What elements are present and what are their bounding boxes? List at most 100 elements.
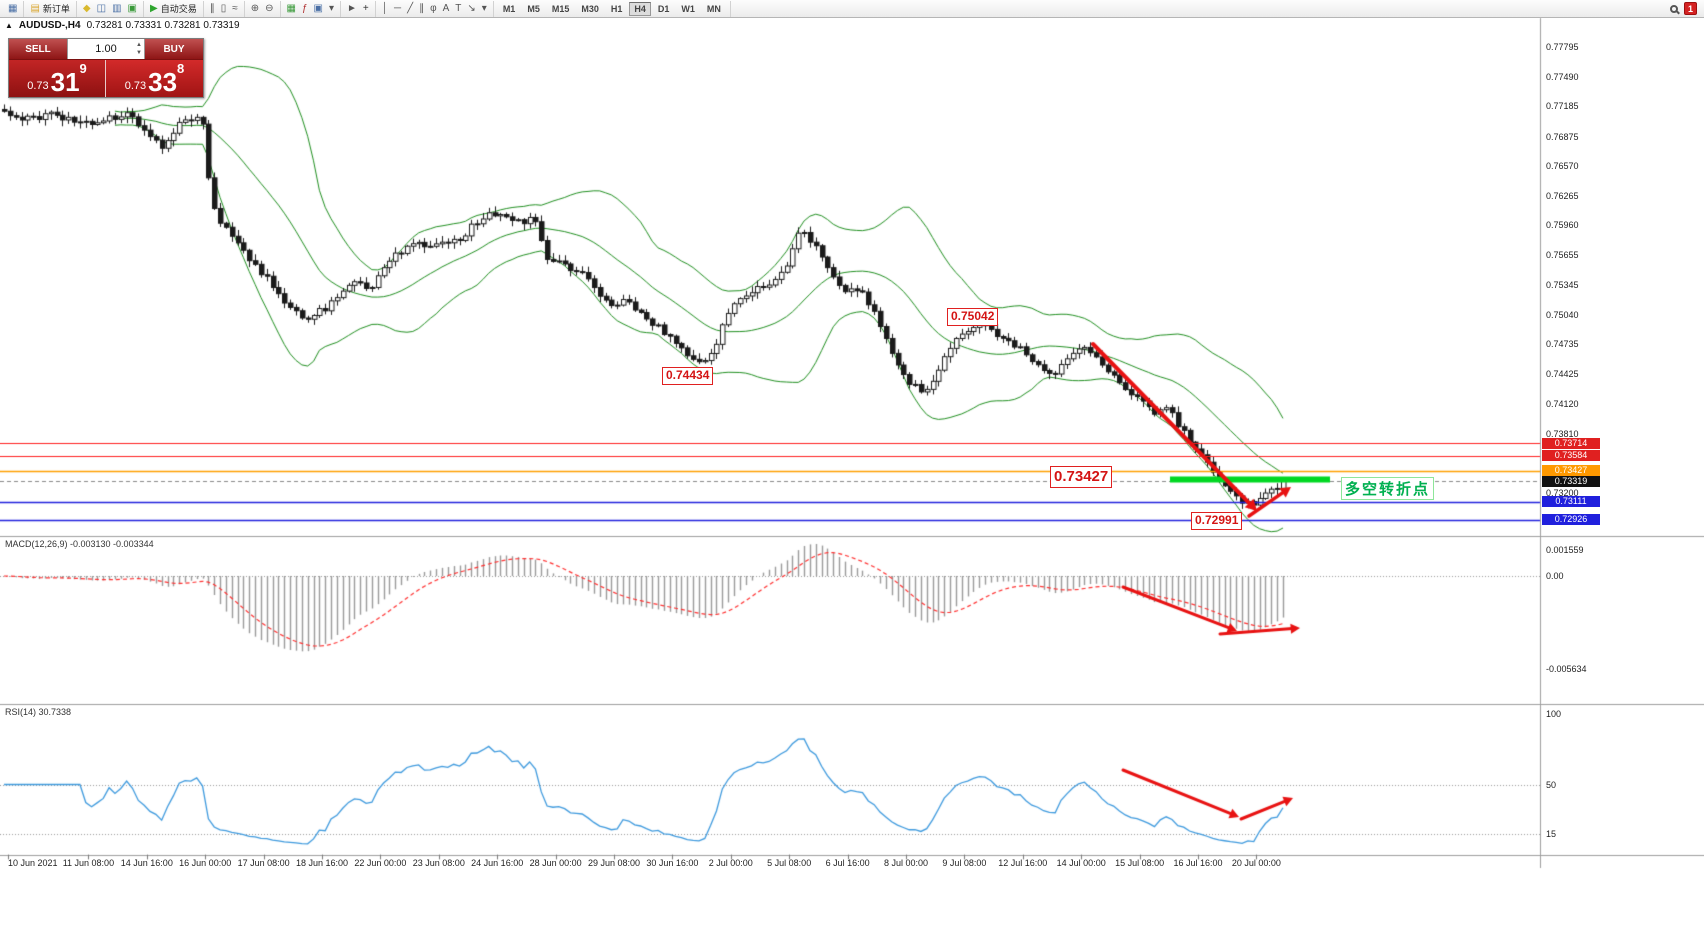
group-manage: ▦ ƒ ▣ ▾ bbox=[281, 0, 341, 17]
channel-button[interactable]: ∥ bbox=[416, 1, 427, 17]
horizontal-line-icon: ─ bbox=[394, 2, 402, 14]
cursor-icon: ► bbox=[347, 2, 357, 14]
timeframe-w1-button[interactable]: W1 bbox=[681, 3, 695, 14]
profiles-button[interactable]: ◫ bbox=[94, 1, 109, 17]
zoom-in-button[interactable]: ⊕ bbox=[248, 1, 262, 17]
timeframe-m30-button[interactable]: M30 bbox=[581, 3, 599, 14]
volume-stepper: ▲ ▼ bbox=[136, 41, 142, 57]
group-system: ▦ bbox=[2, 0, 25, 17]
new-order-button[interactable]: ▤ 新订单 bbox=[27, 1, 72, 17]
timeframe-m15-button[interactable]: M15 bbox=[551, 3, 570, 14]
sell-price-display[interactable]: 0.73 31 9 bbox=[9, 60, 106, 97]
profiles-icon: ◫ bbox=[96, 2, 107, 14]
metaeditor-icon: ◆ bbox=[82, 2, 91, 14]
trendline-button[interactable]: ╱ bbox=[404, 1, 416, 17]
indicators-icon: ƒ bbox=[301, 2, 308, 14]
autotrading-icon: ▶ bbox=[149, 2, 158, 14]
objects-dropdown[interactable]: ▾ bbox=[479, 1, 490, 17]
timeframe-m1-button[interactable]: M1 bbox=[502, 3, 516, 14]
main-toolbar: ▦ ▤ 新订单 ◆ ◫ ▥ ▣ ▶ 自动交易 ∥ ▯ ≈ ⊕ ⊖ ▦ ƒ ▣ ▾ ► + │ ─ ╱ ∥ φ A T ↘ ▾ M1 M5 M1… bbox=[0, 0, 1704, 18]
metaeditor-button[interactable]: ◆ bbox=[80, 1, 94, 17]
rsi-indicator-label: RSI(14) 30.7338 bbox=[5, 707, 72, 717]
text-icon: A bbox=[442, 2, 450, 14]
fibonacci-icon: φ bbox=[430, 2, 437, 14]
trendline-icon: ╱ bbox=[407, 2, 414, 14]
tile-windows-icon: ▦ bbox=[286, 2, 296, 14]
text-button[interactable]: A bbox=[440, 1, 453, 17]
candlestick-chart-icon: ▯ bbox=[220, 2, 227, 14]
buy-price-sup: 8 bbox=[177, 61, 185, 76]
volume-down-button[interactable]: ▼ bbox=[136, 50, 142, 56]
sell-price-sup: 9 bbox=[79, 61, 87, 76]
group-objects: │ ─ ╱ ∥ φ A T ↘ ▾ bbox=[376, 0, 494, 17]
timeframe-d1-button[interactable]: D1 bbox=[657, 3, 670, 14]
group-cursor: ► + bbox=[341, 0, 376, 17]
text-label-icon: T bbox=[455, 2, 462, 14]
trade-panel-toggle-icon[interactable]: ▲ bbox=[5, 20, 13, 30]
search-icon[interactable] bbox=[1670, 4, 1678, 13]
horizontal-line-button[interactable]: ─ bbox=[391, 1, 404, 17]
indicators-button[interactable]: ƒ bbox=[299, 1, 311, 17]
new-order-button-label: 新订单 bbox=[42, 4, 70, 14]
notification-badge[interactable]: 1 bbox=[1684, 2, 1697, 15]
group-chart-type: ∥ ▯ ≈ bbox=[204, 0, 245, 17]
crosshair-icon: + bbox=[362, 2, 369, 14]
strategy-tester-icon: ▣ bbox=[127, 2, 137, 14]
channel-icon: ∥ bbox=[419, 2, 425, 14]
group-zoom: ⊕ ⊖ bbox=[245, 0, 281, 17]
text-label-button[interactable]: T bbox=[452, 1, 464, 17]
buy-button[interactable]: BUY bbox=[145, 39, 203, 59]
data-window-icon: ▥ bbox=[112, 2, 122, 14]
new-chart-icon: ▦ bbox=[8, 2, 18, 14]
templates-icon: ▣ bbox=[313, 2, 323, 14]
chart-list-dropdown-icon: ▾ bbox=[328, 2, 334, 14]
strategy-tester-button[interactable]: ▣ bbox=[125, 1, 140, 17]
arrow-object-button[interactable]: ↘ bbox=[464, 1, 478, 17]
candlestick-chart-button[interactable]: ▯ bbox=[218, 1, 230, 17]
bar-chart-button[interactable]: ∥ bbox=[207, 1, 218, 17]
chart-list-dropdown[interactable]: ▾ bbox=[326, 1, 337, 17]
line-chart-icon: ≈ bbox=[232, 2, 238, 14]
line-chart-button[interactable]: ≈ bbox=[229, 1, 241, 17]
group-windows: ◆ ◫ ▥ ▣ bbox=[77, 0, 144, 17]
buy-price-big: 33 bbox=[148, 67, 178, 97]
vertical-line-button[interactable]: │ bbox=[379, 1, 391, 17]
templates-button[interactable]: ▣ bbox=[311, 1, 326, 17]
volume-input[interactable]: 1.00 ▲ ▼ bbox=[67, 39, 145, 59]
volume-value: 1.00 bbox=[95, 43, 117, 55]
tile-windows-button[interactable]: ▦ bbox=[284, 1, 299, 17]
one-click-trading-panel: SELL 1.00 ▲ ▼ BUY 0.73 31 9 0.73 33 8 bbox=[8, 38, 204, 98]
zoom-in-icon: ⊕ bbox=[250, 2, 260, 14]
timeframe-mn-button[interactable]: MN bbox=[706, 3, 721, 14]
zoom-out-button[interactable]: ⊖ bbox=[262, 1, 276, 17]
cursor-button[interactable]: ► bbox=[344, 1, 360, 17]
timeframe-m5-button[interactable]: M5 bbox=[527, 3, 540, 14]
buy-price-base: 0.73 bbox=[124, 80, 147, 92]
sell-price-big: 31 bbox=[50, 67, 80, 97]
fibonacci-button[interactable]: φ bbox=[427, 1, 439, 17]
volume-up-button[interactable]: ▲ bbox=[136, 42, 142, 48]
crosshair-button[interactable]: + bbox=[360, 1, 372, 17]
buy-price-display[interactable]: 0.73 33 8 bbox=[106, 60, 203, 97]
toolbar-right-cluster: 1 bbox=[1670, 2, 1702, 15]
group-autotrade: ▶ 自动交易 bbox=[144, 0, 204, 17]
bar-chart-icon: ∥ bbox=[209, 2, 215, 14]
macd-indicator-label: MACD(12,26,9) -0.003130 -0.003344 bbox=[5, 539, 154, 549]
sell-button[interactable]: SELL bbox=[9, 39, 67, 59]
timeframe-h1-button[interactable]: H1 bbox=[610, 3, 623, 14]
ohlc-values: 0.73281 0.73331 0.73281 0.73319 bbox=[86, 20, 240, 31]
timeframe-h4-button[interactable]: H4 bbox=[629, 1, 651, 16]
new-order-icon: ▤ bbox=[30, 2, 40, 14]
timeframe-group: M1 M5 M15 M30 H1 H4 D1 W1 MN bbox=[494, 0, 731, 17]
autotrading-button[interactable]: ▶ 自动交易 bbox=[147, 1, 200, 17]
zoom-out-icon: ⊖ bbox=[265, 2, 274, 14]
autotrading-button-label: 自动交易 bbox=[160, 4, 197, 14]
objects-dropdown-icon: ▾ bbox=[481, 2, 487, 14]
turning-point-label[interactable]: 多空转折点 bbox=[1341, 477, 1435, 500]
chart-header: ▲ AUDUSD-,H4 0.73281 0.73331 0.73281 0.7… bbox=[5, 20, 240, 31]
data-window-button[interactable]: ▥ bbox=[109, 1, 124, 17]
new-chart-button[interactable]: ▦ bbox=[5, 1, 20, 17]
vertical-line-icon: │ bbox=[381, 2, 388, 14]
